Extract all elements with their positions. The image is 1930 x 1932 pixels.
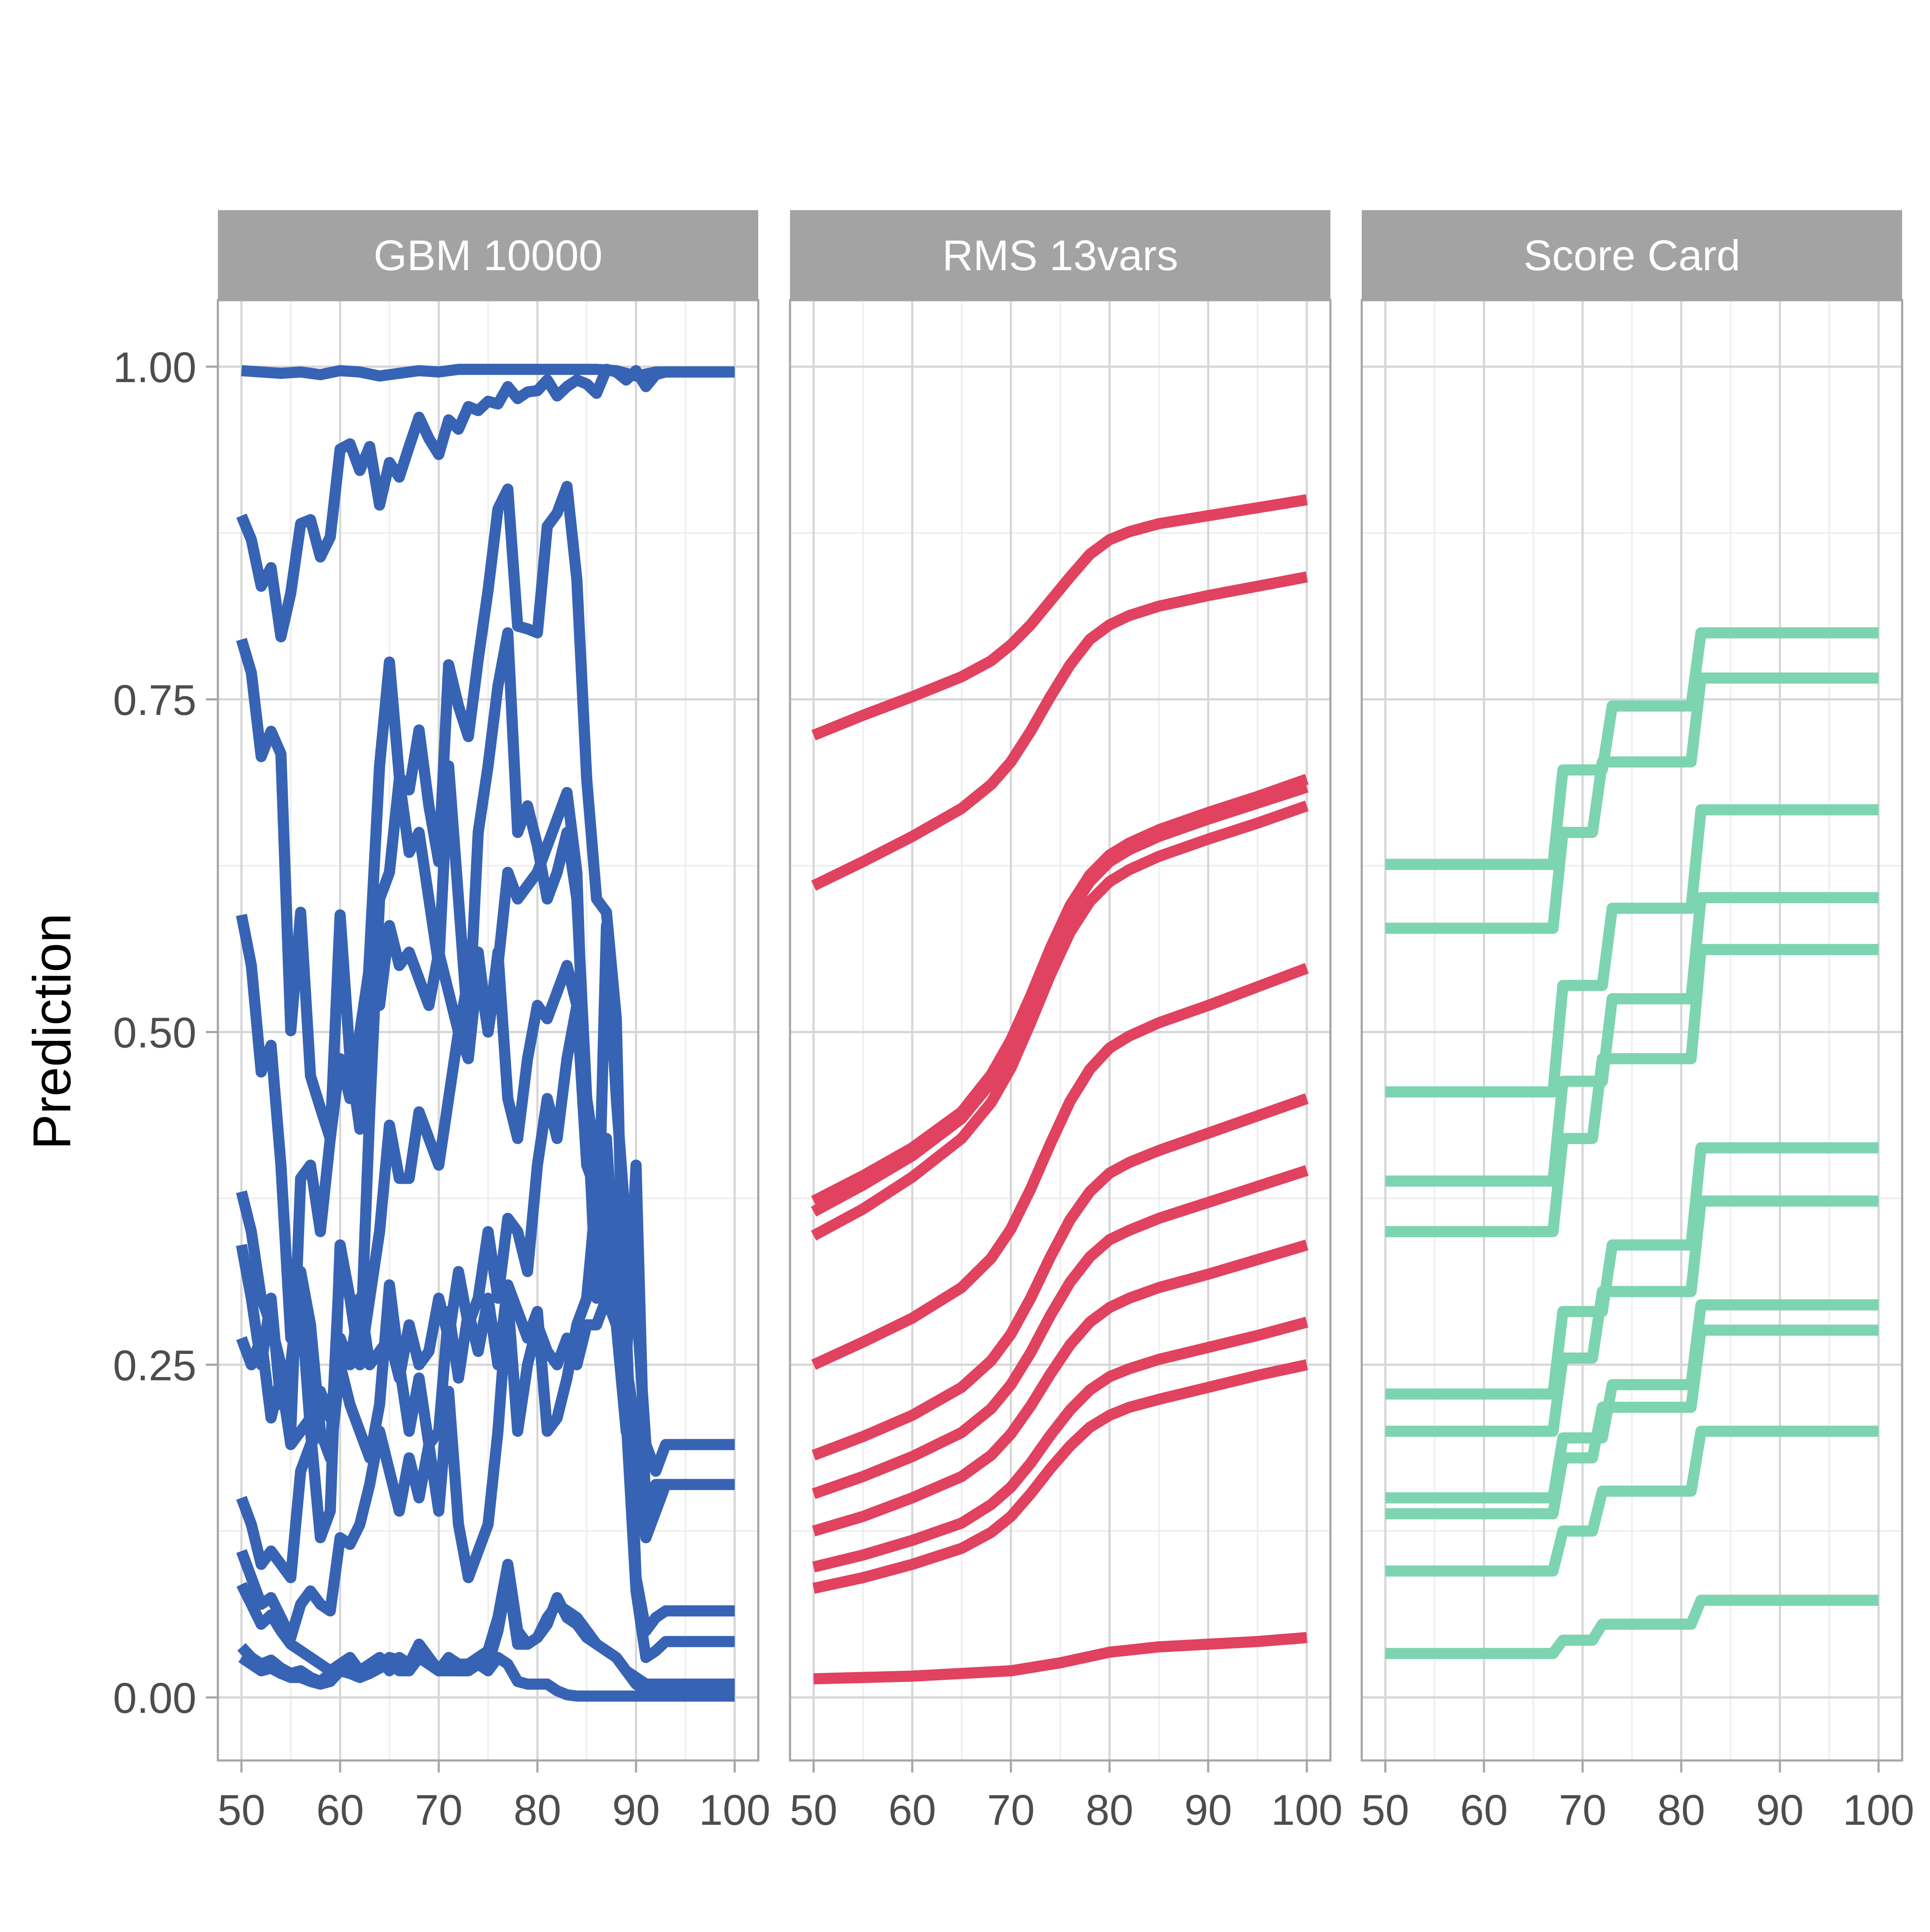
strip-title: Score Card xyxy=(1523,232,1740,280)
strip-title: RMS 13vars xyxy=(942,232,1178,280)
y-tick-label: 0.50 xyxy=(113,1009,196,1057)
series-line-1-4 xyxy=(811,800,1309,1241)
y-tick-label: 1.00 xyxy=(113,344,196,392)
series-line-2-2 xyxy=(1385,804,1879,1098)
series-line-2-4 xyxy=(1385,944,1879,1237)
x-tick-label: 80 xyxy=(513,1786,561,1834)
series-line-0-1 xyxy=(236,364,735,642)
series-line-2-1 xyxy=(1385,672,1879,934)
x-tick-label: 90 xyxy=(1756,1786,1803,1834)
series-line-1-9 xyxy=(812,1317,1309,1573)
series-line-1-8 xyxy=(812,1239,1309,1537)
series-line-1-0 xyxy=(811,494,1308,741)
series-line-0-7 xyxy=(236,1186,735,1637)
x-tick-label: 70 xyxy=(415,1786,462,1834)
series-line-1-6 xyxy=(811,1093,1309,1461)
x-tick-label: 100 xyxy=(699,1786,771,1834)
x-tick-label: 60 xyxy=(1460,1786,1508,1834)
series-line-2-6 xyxy=(1385,1195,1879,1437)
panel-0: GBM 10000 50 60 70 80 90 100 xyxy=(217,210,770,1834)
strip-background xyxy=(790,210,1330,300)
series-line-0-3 xyxy=(236,627,735,1543)
x-tick-label: 80 xyxy=(1657,1786,1705,1834)
panels-layer: GBM 10000 50 60 70 80 90 100 RMS 13vars 50 60 70 80… xyxy=(217,210,1914,1834)
series-line-0-4 xyxy=(236,787,735,1530)
series-line-2-10 xyxy=(1385,1594,1879,1659)
x-tick-label: 100 xyxy=(1843,1786,1915,1834)
series-line-2-0 xyxy=(1385,627,1879,870)
series-line-1-7 xyxy=(811,1165,1309,1499)
x-tick-label: 60 xyxy=(888,1786,936,1834)
strip-background xyxy=(1362,210,1902,300)
series-line-0-8 xyxy=(236,1293,735,1663)
series-line-1-5 xyxy=(811,963,1309,1370)
x-tick-label: 60 xyxy=(316,1786,364,1834)
y-axis: 0.00 0.25 0.50 0.75 1.00 xyxy=(113,344,218,1722)
series-line-1-11 xyxy=(813,1632,1308,1685)
y-tick-label: 0.00 xyxy=(113,1674,196,1722)
x-tick-label: 90 xyxy=(612,1786,660,1834)
x-tick-label: 80 xyxy=(1086,1786,1133,1834)
strip-title: GBM 10000 xyxy=(374,232,603,280)
series-line-0-11 xyxy=(238,1652,735,1702)
panel-2: Score Card 50 60 70 80 90 100 xyxy=(1360,210,1915,1834)
panel-1: RMS 13vars 50 60 70 80 90 100 xyxy=(789,210,1343,1834)
x-tick-label: 50 xyxy=(790,1786,837,1834)
x-tick-label: 100 xyxy=(1271,1786,1343,1834)
series-line-1-10 xyxy=(812,1359,1308,1594)
x-tick-label: 90 xyxy=(1184,1786,1232,1834)
y-tick-label: 0.25 xyxy=(113,1341,196,1389)
series-line-1-1 xyxy=(811,571,1308,891)
y-tick-label: 0.75 xyxy=(113,676,196,724)
series-line-2-9 xyxy=(1385,1426,1879,1577)
series-line-1-3 xyxy=(811,782,1309,1217)
x-tick-label: 70 xyxy=(1559,1786,1606,1834)
x-tick-label: 50 xyxy=(1361,1786,1409,1834)
x-tick-label: 50 xyxy=(217,1786,265,1834)
y-axis-title: Prediction xyxy=(23,913,82,1149)
strip-background xyxy=(218,210,758,300)
x-tick-label: 70 xyxy=(987,1786,1034,1834)
series-line-2-8 xyxy=(1385,1324,1879,1519)
